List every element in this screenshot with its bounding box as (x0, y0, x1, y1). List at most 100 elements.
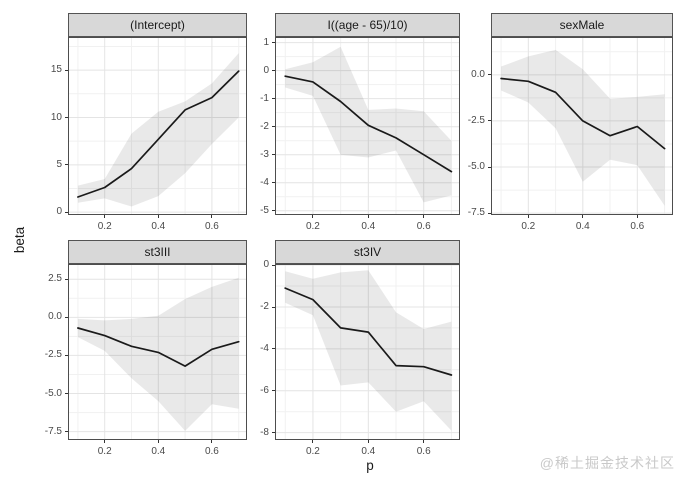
x-tick-mark (104, 440, 106, 443)
confidence-ribbon (501, 49, 665, 206)
x-tick-mark (104, 215, 106, 218)
facet-panel (68, 264, 247, 440)
beta-line (284, 75, 453, 173)
y-tick-label: -4 (260, 342, 269, 354)
y-tick-mark (488, 120, 491, 122)
y-tick-mark (65, 69, 68, 71)
y-tick-mark (272, 432, 275, 434)
y-tick-mark (65, 393, 68, 394)
y-tick-mark (272, 210, 275, 212)
x-tick-mark (367, 440, 369, 443)
y-tick-mark (65, 211, 68, 213)
y-tick-label: 5 (56, 158, 62, 170)
x-tick-mark (423, 440, 425, 443)
y-tick-label: 10 (50, 111, 62, 123)
confidence-ribbon (77, 53, 239, 207)
y-tick-mark (272, 306, 275, 308)
y-tick-label: 1 (263, 36, 269, 48)
y-tick-mark (272, 98, 275, 100)
x-tick-label: 0.2 (97, 221, 112, 232)
panel-background (275, 264, 460, 440)
y-tick-label: -2.5 (467, 114, 485, 126)
panel-background (275, 37, 460, 215)
panel-border (491, 37, 673, 215)
y-tick-label: -2 (260, 301, 269, 312)
y-tick-label: -2.5 (44, 349, 62, 361)
x-tick-label: 0.2 (305, 221, 320, 232)
x-tick-mark (211, 215, 213, 218)
y-tick-mark (65, 316, 68, 318)
y-tick-mark (272, 42, 275, 44)
panel-background (68, 37, 247, 215)
x-tick-label: 0.6 (416, 221, 431, 232)
y-tick-label: 0 (263, 64, 269, 76)
facet-title: (Intercept) (130, 18, 185, 32)
x-tick-mark (157, 440, 159, 443)
x-tick-mark (312, 440, 314, 443)
panel-border (68, 264, 247, 440)
x-tick-mark (636, 215, 638, 218)
x-tick-label: 0.6 (204, 221, 219, 232)
y-tick-label: 0 (263, 259, 269, 270)
x-tick-label: 0.4 (151, 221, 166, 232)
panel-border (275, 264, 460, 440)
beta-line (77, 70, 240, 198)
y-tick-mark (488, 166, 491, 168)
x-tick-label: 0.4 (151, 446, 166, 457)
y-tick-mark (272, 126, 275, 128)
x-tick-label: 0.2 (521, 221, 536, 232)
y-tick-label: -5.0 (467, 161, 485, 172)
facet-strip: I((age - 65)/10) (275, 13, 460, 37)
confidence-ribbon (285, 270, 452, 431)
y-tick-label: -1 (260, 92, 269, 104)
y-tick-mark (65, 354, 68, 356)
y-tick-mark (65, 164, 68, 166)
x-tick-mark (157, 215, 159, 218)
x-tick-mark (211, 440, 213, 443)
y-tick-mark (65, 117, 68, 118)
y-tick-mark (65, 431, 68, 433)
y-tick-label: -3 (260, 148, 269, 160)
y-tick-label: 15 (50, 64, 62, 76)
confidence-ribbon (77, 277, 239, 431)
x-tick-label: 0.4 (361, 221, 376, 232)
y-tick-label: -5.0 (44, 387, 62, 399)
facet-strip: (Intercept) (68, 13, 247, 37)
y-tick-label: -7.5 (44, 425, 62, 437)
facet-strip: st3III (68, 240, 247, 264)
x-tick-label: 0.6 (204, 446, 219, 457)
beta-line (284, 287, 453, 376)
x-tick-label: 0.6 (416, 446, 431, 457)
panel-border (68, 37, 247, 215)
y-tick-label: -4 (260, 176, 269, 188)
x-tick-mark (367, 215, 369, 218)
y-axis-title: beta (12, 226, 27, 254)
facet-title: st3IV (353, 245, 382, 259)
y-tick-label: 2.5 (48, 273, 62, 285)
y-tick-mark (488, 212, 491, 214)
x-tick-label: 0.2 (97, 446, 112, 457)
facet-panel (68, 37, 247, 215)
y-tick-mark (272, 348, 275, 350)
y-tick-mark (488, 74, 491, 76)
y-tick-mark (272, 70, 275, 72)
facet-panel (275, 37, 460, 215)
y-tick-mark (65, 278, 68, 280)
beta-line (77, 327, 240, 367)
panel-background (491, 37, 673, 215)
x-axis-title: p (366, 458, 374, 473)
y-tick-label: -2 (260, 120, 269, 132)
facet-panel (491, 37, 673, 215)
facet-title: sexMale (559, 18, 605, 32)
y-tick-mark (272, 154, 275, 156)
x-tick-label: 0.4 (361, 446, 376, 457)
x-tick-mark (312, 215, 314, 218)
y-tick-label: 0.0 (471, 68, 485, 80)
x-tick-label: 0.6 (630, 221, 645, 232)
facet-title: I((age - 65)/10) (327, 18, 408, 32)
panel-border (275, 37, 460, 215)
y-tick-label: -6 (260, 384, 269, 396)
y-tick-mark (272, 264, 275, 266)
x-tick-mark (423, 215, 425, 218)
